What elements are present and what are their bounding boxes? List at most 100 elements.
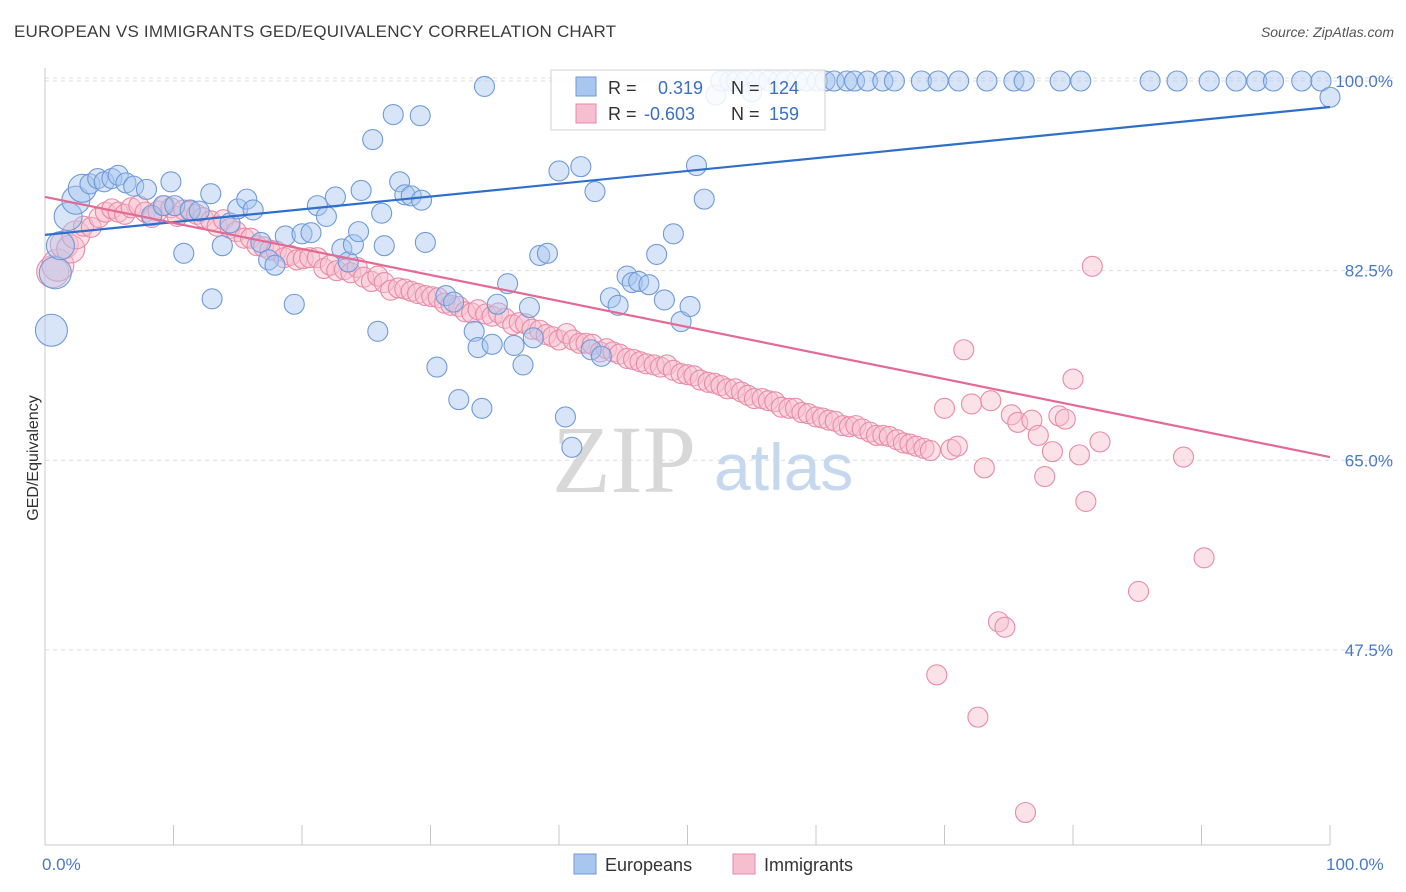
- europeans-point: [607, 294, 629, 316]
- europeans-point: [201, 288, 223, 310]
- immigrants-point: [1014, 801, 1037, 824]
- stats-swatch-blue: [575, 76, 597, 97]
- immigrants-point: [1027, 424, 1049, 446]
- europeans-point: [448, 389, 470, 411]
- europeans-point: [242, 199, 264, 221]
- immigrants-point: [286, 249, 308, 271]
- gridlines: [45, 77, 1395, 651]
- europeans-point: [371, 202, 393, 224]
- watermark-zip: ZIP: [552, 406, 696, 513]
- immigrants-point: [994, 616, 1016, 638]
- immigrants-point: [872, 424, 894, 446]
- immigrants-point: [1081, 255, 1103, 277]
- europeans-point: [599, 287, 621, 309]
- europeans-point: [1246, 70, 1268, 92]
- immigrants-point: [440, 294, 462, 316]
- europeans-point: [367, 320, 389, 342]
- europeans-point: [522, 327, 544, 349]
- immigrants-point: [710, 374, 732, 397]
- watermark: ZIP atlas: [552, 406, 853, 513]
- immigrants-point: [784, 397, 806, 419]
- immigrants-point: [367, 265, 389, 287]
- immigrants-point: [1048, 405, 1070, 427]
- immigrants-point: [683, 365, 705, 387]
- europeans-point: [400, 185, 422, 207]
- immigrants-point: [892, 432, 914, 454]
- immigrants-point: [980, 390, 1002, 412]
- europeans-point: [580, 339, 602, 361]
- europeans-point: [518, 296, 540, 319]
- immigrants-point: [313, 257, 335, 280]
- stats-box-frame: [550, 69, 826, 131]
- europeans-point: [584, 180, 606, 203]
- y-tick-label: 100.0%: [1335, 72, 1393, 91]
- europeans-point: [347, 221, 370, 243]
- source-note: Source: ZipAtlas.com: [1260, 24, 1394, 40]
- europeans-point: [1198, 70, 1220, 92]
- europeans-point: [1262, 70, 1285, 92]
- immigrants-point: [521, 318, 543, 340]
- europeans-point: [1013, 70, 1035, 92]
- immigrants-point: [845, 415, 867, 437]
- europeans-point: [536, 242, 558, 264]
- europeans-point: [1310, 70, 1332, 92]
- stats-blue-n-value: 124: [769, 78, 799, 98]
- europeans-point: [481, 333, 503, 355]
- europeans-point: [38, 256, 72, 290]
- europeans-point: [283, 293, 305, 315]
- europeans-point: [443, 291, 465, 313]
- europeans-point: [471, 397, 493, 419]
- europeans-point: [836, 70, 858, 92]
- immigrants-point: [905, 435, 927, 457]
- europeans-point: [410, 189, 433, 211]
- immigrants-point: [791, 402, 813, 424]
- immigrants-point: [946, 435, 968, 457]
- immigrants-point: [61, 220, 91, 250]
- immigrants-point: [716, 378, 738, 400]
- europeans-point: [467, 337, 489, 359]
- stats-pink-r-value: -0.603: [644, 104, 695, 124]
- europeans-point: [135, 178, 158, 200]
- immigrants-point: [940, 438, 962, 461]
- europeans-point: [883, 70, 905, 92]
- europeans-point: [211, 235, 233, 257]
- immigrants-point: [697, 371, 719, 393]
- immigrants-point: [737, 384, 759, 406]
- europeans-point: [342, 234, 364, 256]
- immigrants-point: [1034, 465, 1056, 488]
- europeans-point: [188, 200, 210, 222]
- europeans-point: [324, 186, 346, 208]
- europeans-point: [45, 231, 75, 261]
- watermark-atlas: atlas: [714, 430, 853, 504]
- y-tick-label: 82.5%: [1345, 262, 1393, 281]
- stats-blue-r-value: 0.319: [658, 78, 703, 98]
- y-tick-label: 47.5%: [1345, 641, 1393, 660]
- europeans-point: [486, 293, 508, 315]
- immigrants-point: [36, 255, 70, 289]
- europeans-trend-line: [44, 105, 1331, 236]
- x-tick-label-max: 100.0%: [1326, 855, 1384, 874]
- immigrants-point: [757, 390, 780, 412]
- europeans-point: [306, 195, 328, 217]
- immigrants-point: [616, 347, 638, 369]
- immigrants-point: [724, 378, 746, 400]
- stats-blue-n-label: N =: [731, 78, 760, 98]
- y-axis-tick-labels: 100.0% 82.5% 65.0% 47.5%: [1335, 72, 1393, 660]
- immigrants-point: [689, 369, 711, 391]
- europeans-point: [872, 70, 894, 92]
- europeans-point: [382, 104, 404, 126]
- europeans-point: [264, 254, 286, 276]
- europeans-point: [1166, 70, 1188, 92]
- stats-pink-n-value: 159: [769, 104, 799, 124]
- europeans-point: [160, 171, 182, 193]
- europeans-point: [856, 70, 878, 92]
- europeans-point: [976, 70, 998, 92]
- immigrants-point: [407, 282, 429, 304]
- europeans-point: [315, 205, 337, 228]
- europeans-point: [409, 105, 431, 127]
- europeans-point: [570, 156, 592, 178]
- europeans-point: [300, 222, 322, 244]
- immigrants-point: [926, 664, 948, 686]
- immigrants-points: [36, 195, 1215, 824]
